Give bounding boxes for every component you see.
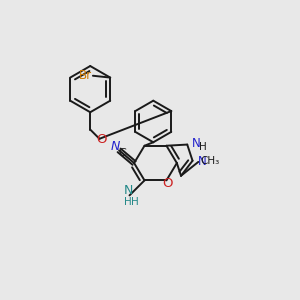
Text: N: N [110, 140, 120, 153]
Text: O: O [97, 133, 107, 146]
Text: C: C [118, 148, 126, 158]
Text: N: N [198, 155, 207, 168]
Text: O: O [162, 177, 172, 190]
Text: H: H [199, 142, 207, 152]
Text: H: H [131, 197, 139, 207]
Text: Br: Br [79, 69, 92, 82]
Text: N: N [192, 137, 201, 150]
Text: CH₃: CH₃ [201, 155, 220, 166]
Text: N: N [124, 184, 133, 197]
Text: H: H [124, 197, 132, 207]
